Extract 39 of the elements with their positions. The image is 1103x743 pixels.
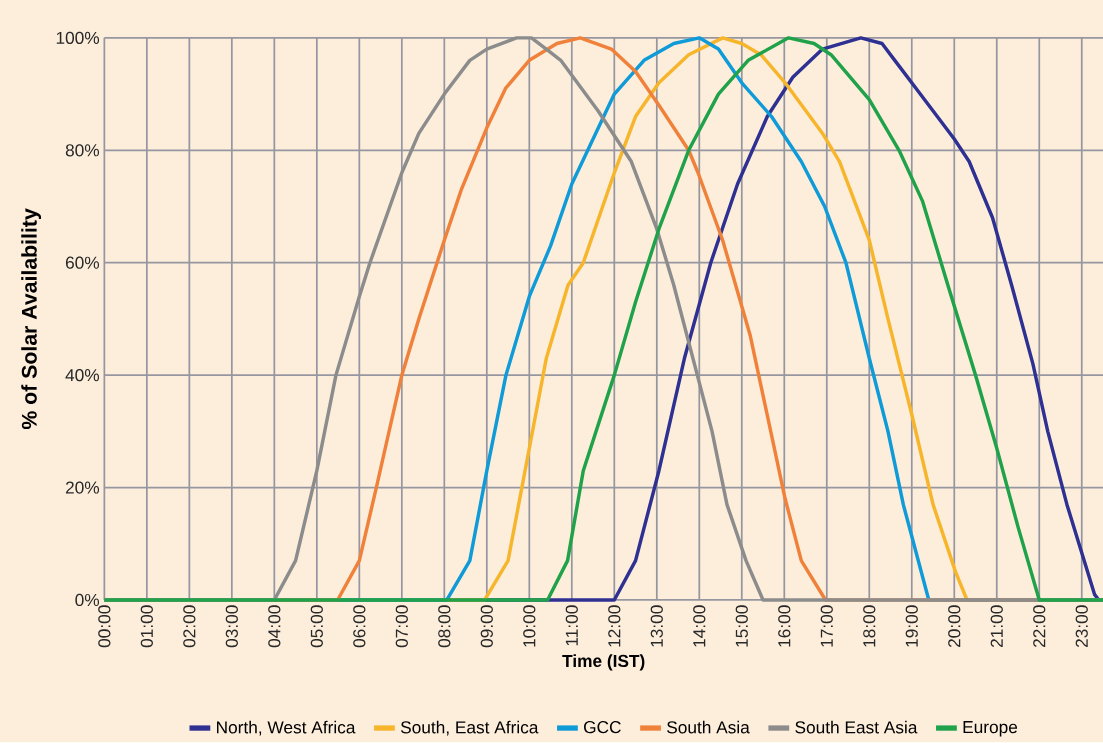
x-tick-label: 12:00 bbox=[608, 605, 621, 647]
legend-label: Europe bbox=[963, 721, 1018, 737]
x-tick-label: 14:00 bbox=[693, 605, 706, 647]
x-tick-label: 23:00 bbox=[1075, 605, 1088, 648]
x-tick-label: 02:00 bbox=[183, 605, 196, 648]
y-tick-label: 80% bbox=[65, 144, 100, 157]
y-tick-label: 20% bbox=[65, 481, 100, 494]
x-tick-label: 20:00 bbox=[948, 605, 961, 648]
x-tick-label: 07:00 bbox=[395, 605, 408, 648]
x-tick-label: 09:00 bbox=[480, 605, 493, 648]
legend-label: South, East Africa bbox=[400, 721, 539, 736]
x-axis-title: Time (IST) bbox=[562, 654, 645, 671]
x-tick-label: 21:00 bbox=[990, 605, 1003, 648]
y-axis-title: % of Solar Availability bbox=[21, 208, 42, 430]
x-tick-label: 11:00 bbox=[565, 605, 578, 646]
y-tick-label: 60% bbox=[65, 256, 100, 270]
y-tick-label: 40% bbox=[65, 369, 100, 382]
x-tick-label: 16:00 bbox=[778, 605, 791, 647]
x-tick-label: 05:00 bbox=[310, 605, 323, 648]
legend-label: South Asia bbox=[667, 721, 750, 734]
x-tick-label: 22:00 bbox=[1033, 605, 1046, 648]
x-tick-label: 17:00 bbox=[820, 605, 833, 647]
x-tick-label: 00:00 bbox=[98, 605, 111, 648]
x-tick-label: 04:00 bbox=[268, 605, 281, 648]
legend-label: South East Asia bbox=[795, 721, 918, 734]
legend-label: GCC bbox=[584, 721, 621, 734]
x-tick-label: 08:00 bbox=[438, 605, 451, 648]
x-tick-label: 03:00 bbox=[225, 605, 238, 648]
legend-label: North, West Africa bbox=[217, 721, 356, 736]
x-tick-label: 19:00 bbox=[905, 605, 918, 647]
x-tick-label: 10:00 bbox=[523, 605, 536, 647]
x-tick-label: 15:00 bbox=[735, 605, 748, 647]
x-tick-label: 01:00 bbox=[140, 605, 153, 648]
x-tick-label: 18:00 bbox=[863, 605, 876, 647]
x-tick-label: 13:00 bbox=[650, 605, 663, 647]
x-tick-label: 06:00 bbox=[353, 605, 366, 648]
y-tick-label: 100% bbox=[56, 31, 100, 45]
y-tick-label: 0% bbox=[75, 594, 100, 607]
line-series bbox=[102, 36, 1103, 602]
